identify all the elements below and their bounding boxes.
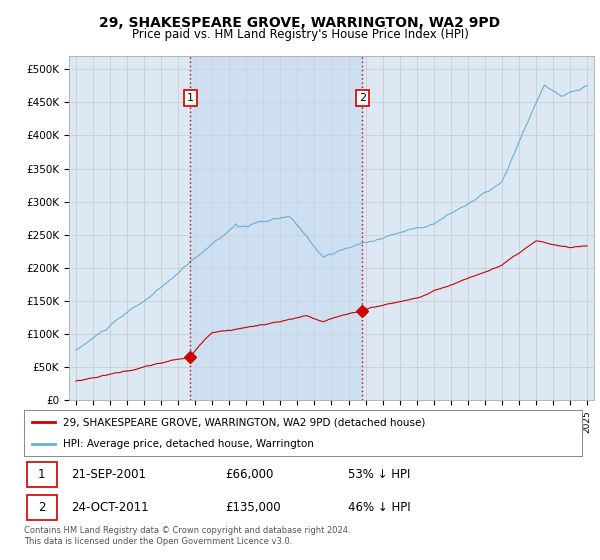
Text: £135,000: £135,000 (225, 501, 281, 514)
Bar (27, 495, 58, 520)
Text: 1: 1 (187, 93, 194, 102)
Text: 2: 2 (359, 93, 366, 102)
Text: 1: 1 (38, 468, 46, 481)
Text: 24-OCT-2011: 24-OCT-2011 (71, 501, 149, 514)
Text: Contains HM Land Registry data © Crown copyright and database right 2024.
This d: Contains HM Land Registry data © Crown c… (24, 526, 350, 546)
Text: 46% ↓ HPI: 46% ↓ HPI (347, 501, 410, 514)
Text: HPI: Average price, detached house, Warrington: HPI: Average price, detached house, Warr… (63, 440, 314, 450)
Bar (27, 462, 58, 487)
Text: 29, SHAKESPEARE GROVE, WARRINGTON, WA2 9PD: 29, SHAKESPEARE GROVE, WARRINGTON, WA2 9… (100, 16, 500, 30)
Text: Price paid vs. HM Land Registry's House Price Index (HPI): Price paid vs. HM Land Registry's House … (131, 28, 469, 41)
Text: 21-SEP-2001: 21-SEP-2001 (71, 468, 146, 481)
Text: 53% ↓ HPI: 53% ↓ HPI (347, 468, 410, 481)
Text: 29, SHAKESPEARE GROVE, WARRINGTON, WA2 9PD (detached house): 29, SHAKESPEARE GROVE, WARRINGTON, WA2 9… (63, 417, 425, 427)
Text: 2: 2 (38, 501, 46, 514)
Text: £66,000: £66,000 (225, 468, 273, 481)
